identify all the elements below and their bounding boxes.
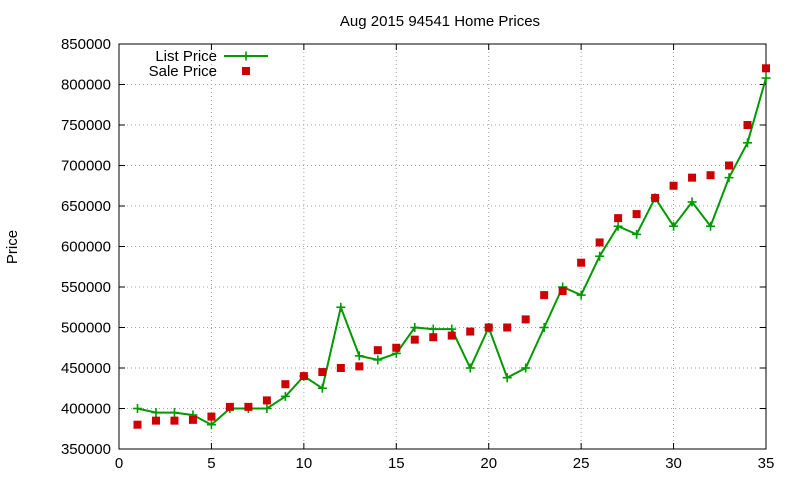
y-tick-label: 650000: [61, 198, 111, 215]
sale-price-point: [151, 416, 160, 425]
x-tick-label: 20: [480, 455, 497, 472]
sale-price-point: [373, 346, 382, 355]
y-tick-label: 750000: [61, 117, 111, 134]
sale-price-point: [762, 64, 770, 73]
list-price-point: [262, 404, 272, 413]
y-tick-label: 800000: [61, 77, 111, 94]
x-tick-label: 15: [388, 455, 405, 472]
sale-price-point: [355, 362, 364, 371]
sale-price-point: [669, 181, 678, 190]
x-tick-label: 25: [573, 455, 590, 472]
sale-price-point: [521, 315, 530, 324]
sale-price-point: [225, 402, 234, 411]
sale-price-point: [207, 412, 216, 421]
sale-price-point: [281, 380, 290, 389]
sale-price-point: [614, 214, 623, 223]
list-price-point: [761, 73, 771, 83]
legend-marker-list-price: [241, 51, 251, 61]
list-price-point: [687, 197, 697, 207]
list-price-point: [613, 221, 623, 231]
sale-price-point: [706, 171, 715, 180]
sale-price-point: [688, 173, 697, 182]
sale-price-point: [392, 343, 401, 352]
sale-price-point: [466, 327, 475, 336]
list-price-point: [373, 355, 383, 365]
sale-price-point: [484, 323, 493, 332]
series-line-list-price: [137, 77, 767, 426]
sale-price-point: [632, 210, 641, 219]
chart-title: Aug 2015 94541 Home Prices: [340, 13, 540, 30]
sale-price-point: [447, 331, 456, 340]
sale-price-point: [540, 291, 549, 300]
y-tick-label: 600000: [61, 239, 111, 256]
grid: [119, 44, 766, 449]
sale-price-point: [336, 364, 345, 372]
list-price-point: [465, 363, 475, 373]
legend-label-sale-price: Sale Price: [149, 63, 217, 80]
legend: List Price Sale Price: [149, 48, 268, 80]
plot-frame: [118, 43, 767, 450]
list-price-point: [336, 302, 346, 312]
list-price-point: [669, 221, 679, 231]
sale-price-point: [743, 121, 752, 129]
sale-price-point: [299, 372, 308, 381]
sale-price-point: [133, 420, 142, 429]
sale-price-point: [503, 323, 512, 332]
sale-price-point: [170, 416, 179, 425]
sale-price-point: [244, 402, 253, 411]
y-tick-label: 550000: [61, 279, 111, 296]
y-tick-label: 500000: [61, 320, 111, 337]
list-price-point: [595, 251, 605, 261]
sale-price-point: [558, 287, 567, 296]
list-price-point: [169, 408, 179, 418]
x-tick-label: 5: [207, 455, 215, 472]
sale-price-point: [318, 368, 327, 377]
sale-price-point: [429, 333, 438, 342]
sale-price-point: [595, 238, 604, 247]
list-price-point: [354, 351, 364, 361]
list-price-point: [280, 391, 290, 401]
list-price-point: [521, 363, 531, 373]
list-price-point: [317, 383, 327, 393]
x-tick-label: 35: [758, 455, 775, 472]
list-price-point: [724, 173, 734, 183]
legend-swatch-sale-price: [242, 67, 250, 75]
y-tick-label: 350000: [61, 441, 111, 458]
y-axis-label: Price: [4, 230, 21, 264]
list-price-point: [502, 373, 512, 383]
list-price-point: [206, 420, 216, 430]
y-tick-label: 400000: [61, 401, 111, 418]
x-tick-label: 0: [115, 455, 123, 472]
x-tick-label: 10: [296, 455, 313, 472]
list-price-point: [428, 324, 438, 334]
list-price-point: [539, 323, 549, 332]
list-price-point: [743, 138, 753, 148]
list-price-point: [410, 323, 420, 332]
list-price-point: [132, 404, 142, 413]
list-price-point: [576, 290, 586, 300]
list-price-point: [632, 229, 642, 239]
y-tick-label: 450000: [61, 360, 111, 377]
sale-price-point: [651, 193, 660, 202]
series-group: [132, 64, 771, 430]
sale-price-point: [577, 258, 586, 267]
axes: 0 5 10 15 20 25 30 35 350000 400000 450000 500000 55…: [61, 36, 774, 472]
list-price-point: [151, 408, 161, 418]
sale-price-point: [188, 415, 197, 424]
y-tick-label: 700000: [61, 158, 111, 175]
sale-price-point: [410, 335, 419, 344]
list-price-point: [706, 221, 716, 231]
y-tick-label: 850000: [61, 36, 111, 53]
legend-label-list-price: List Price: [155, 48, 217, 65]
x-tick-label: 30: [665, 455, 682, 472]
sale-price-point: [262, 396, 271, 405]
sale-price-point: [725, 161, 734, 170]
